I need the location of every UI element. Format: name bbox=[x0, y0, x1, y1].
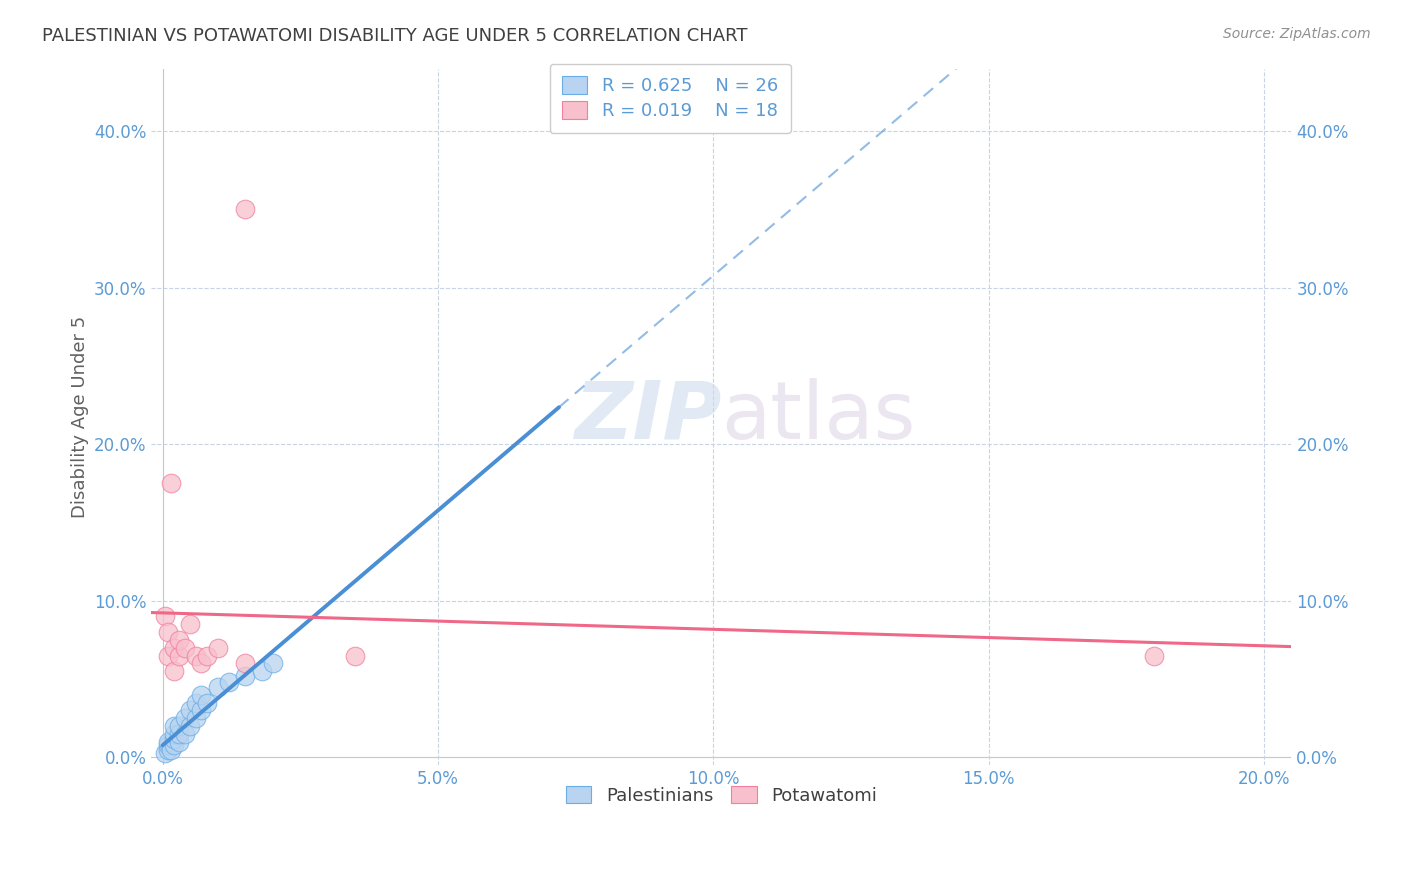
Point bbox=[159, 476, 181, 491]
Point bbox=[167, 719, 190, 733]
Point bbox=[162, 731, 184, 746]
Point bbox=[162, 719, 184, 733]
Point bbox=[156, 648, 179, 663]
Y-axis label: Disability Age Under 5: Disability Age Under 5 bbox=[72, 316, 89, 518]
Point bbox=[173, 727, 195, 741]
Point bbox=[179, 617, 201, 632]
Point bbox=[233, 657, 256, 671]
Text: ZIP: ZIP bbox=[574, 378, 721, 456]
Point bbox=[162, 665, 184, 679]
Point bbox=[184, 711, 207, 725]
Point bbox=[190, 688, 212, 702]
Point bbox=[162, 727, 184, 741]
Point bbox=[167, 727, 190, 741]
Point bbox=[218, 675, 240, 690]
Point bbox=[233, 669, 256, 683]
Point bbox=[155, 746, 177, 760]
Point bbox=[184, 648, 207, 663]
Point bbox=[167, 632, 190, 647]
Point bbox=[159, 742, 181, 756]
Point bbox=[156, 625, 179, 640]
Point bbox=[195, 696, 218, 710]
Text: PALESTINIAN VS POTAWATOMI DISABILITY AGE UNDER 5 CORRELATION CHART: PALESTINIAN VS POTAWATOMI DISABILITY AGE… bbox=[42, 27, 748, 45]
Point bbox=[1143, 648, 1166, 663]
Point bbox=[162, 738, 184, 752]
Point bbox=[156, 735, 179, 749]
Point bbox=[167, 735, 190, 749]
Point bbox=[179, 703, 201, 717]
Point bbox=[167, 648, 190, 663]
Point bbox=[162, 640, 184, 655]
Point bbox=[344, 648, 367, 663]
Point bbox=[179, 719, 201, 733]
Point bbox=[156, 738, 179, 752]
Point bbox=[195, 648, 218, 663]
Point bbox=[155, 609, 177, 624]
Point bbox=[233, 202, 256, 217]
Point bbox=[250, 665, 273, 679]
Point bbox=[173, 711, 195, 725]
Point bbox=[156, 742, 179, 756]
Legend: Palestinians, Potawatomi: Palestinians, Potawatomi bbox=[555, 775, 887, 815]
Point bbox=[207, 640, 229, 655]
Point bbox=[190, 703, 212, 717]
Point bbox=[173, 640, 195, 655]
Point bbox=[184, 696, 207, 710]
Text: Source: ZipAtlas.com: Source: ZipAtlas.com bbox=[1223, 27, 1371, 41]
Point bbox=[207, 680, 229, 694]
Text: atlas: atlas bbox=[721, 378, 915, 456]
Point bbox=[190, 657, 212, 671]
Point bbox=[262, 657, 284, 671]
